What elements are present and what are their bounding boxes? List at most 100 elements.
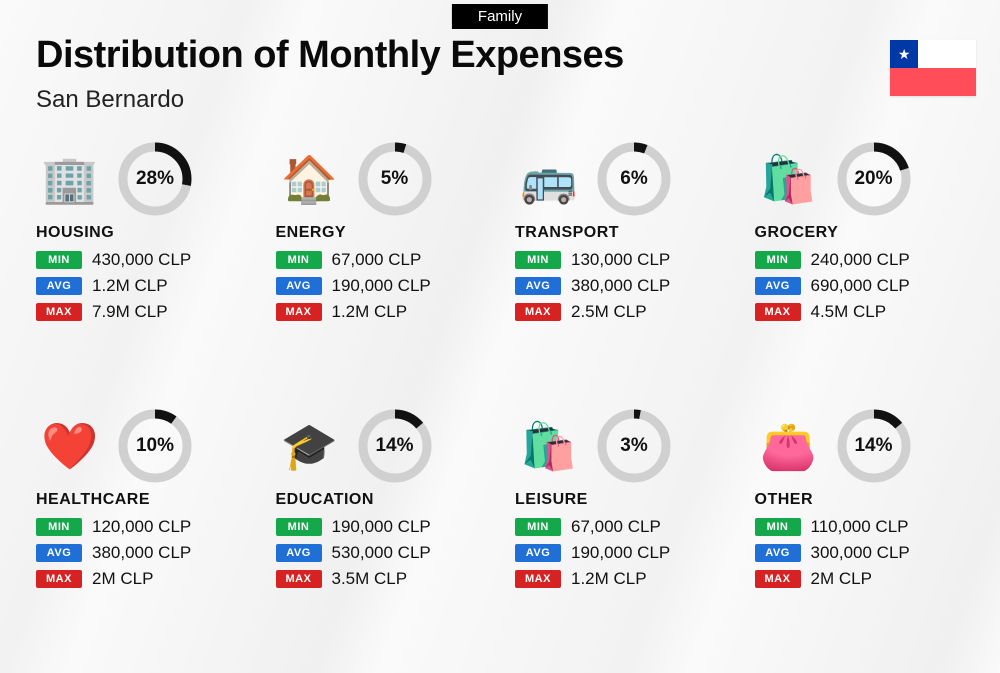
page-title: Distribution of Monthly Expenses (36, 34, 624, 77)
transport-max-value: 2.5M CLP (571, 302, 647, 322)
other-max-value: 2M CLP (811, 569, 872, 589)
healthcare-min-row: MIN 120,000 CLP (36, 517, 258, 537)
flag-white-stripe (918, 40, 976, 68)
min-badge: MIN (515, 518, 561, 536)
education-max-value: 3.5M CLP (332, 569, 408, 589)
healthcare-name: HEALTHCARE (36, 491, 258, 509)
education-avg-value: 530,000 CLP (332, 543, 431, 563)
other-avg-value: 300,000 CLP (811, 543, 910, 563)
expense-card-other: 👛 14% OTHER MIN 110,000 CLP AVG 300,000 … (755, 407, 977, 654)
leisure-avg-value: 190,000 CLP (571, 543, 670, 563)
education-max-row: MAX 3.5M CLP (276, 569, 498, 589)
grocery-avg-row: AVG 690,000 CLP (755, 276, 977, 296)
max-badge: MAX (36, 303, 82, 321)
max-badge: MAX (276, 303, 322, 321)
transport-percent-label: 6% (597, 142, 671, 216)
housing-percent-label: 28% (118, 142, 192, 216)
education-name: EDUCATION (276, 491, 498, 509)
avg-badge: AVG (276, 277, 322, 295)
avg-badge: AVG (515, 544, 561, 562)
expense-card-education: 🎓 14% EDUCATION MIN 190,000 CLP AVG 530,… (276, 407, 498, 654)
min-badge: MIN (36, 518, 82, 536)
energy-name: ENERGY (276, 224, 498, 242)
min-badge: MIN (515, 251, 561, 269)
country-flag: ★ (890, 40, 976, 96)
leisure-max-row: MAX 1.2M CLP (515, 569, 737, 589)
max-badge: MAX (36, 570, 82, 588)
housing-avg-value: 1.2M CLP (92, 276, 168, 296)
grocery-max-value: 4.5M CLP (811, 302, 887, 322)
leisure-max-value: 1.2M CLP (571, 569, 647, 589)
avg-badge: AVG (276, 544, 322, 562)
other-min-row: MIN 110,000 CLP (755, 517, 977, 537)
housing-max-row: MAX 7.9M CLP (36, 302, 258, 322)
healthcare-icon: ❤️ (36, 412, 104, 480)
housing-percent-ring: 28% (118, 142, 192, 216)
healthcare-min-value: 120,000 CLP (92, 517, 191, 537)
max-badge: MAX (515, 303, 561, 321)
other-percent-ring: 14% (837, 409, 911, 483)
max-badge: MAX (755, 570, 801, 588)
grocery-percent-ring: 20% (837, 142, 911, 216)
expense-card-healthcare: ❤️ 10% HEALTHCARE MIN 120,000 CLP AVG 38… (36, 407, 258, 654)
housing-avg-row: AVG 1.2M CLP (36, 276, 258, 296)
leisure-icon: 🛍️ (515, 412, 583, 480)
education-min-row: MIN 190,000 CLP (276, 517, 498, 537)
energy-percent-ring: 5% (358, 142, 432, 216)
other-avg-row: AVG 300,000 CLP (755, 543, 977, 563)
other-percent-label: 14% (837, 409, 911, 483)
leisure-min-row: MIN 67,000 CLP (515, 517, 737, 537)
grocery-icon: 🛍️ (755, 145, 823, 213)
flag-red-stripe (890, 68, 976, 96)
healthcare-avg-value: 380,000 CLP (92, 543, 191, 563)
leisure-name: LEISURE (515, 491, 737, 509)
expense-card-housing: 🏢 28% HOUSING MIN 430,000 CLP AVG 1.2M C… (36, 140, 258, 387)
grocery-max-row: MAX 4.5M CLP (755, 302, 977, 322)
transport-percent-ring: 6% (597, 142, 671, 216)
healthcare-max-value: 2M CLP (92, 569, 153, 589)
energy-min-row: MIN 67,000 CLP (276, 250, 498, 270)
leisure-percent-ring: 3% (597, 409, 671, 483)
min-badge: MIN (755, 251, 801, 269)
education-percent-ring: 14% (358, 409, 432, 483)
transport-min-value: 130,000 CLP (571, 250, 670, 270)
housing-max-value: 7.9M CLP (92, 302, 168, 322)
transport-icon: 🚌 (515, 145, 583, 213)
expense-card-transport: 🚌 6% TRANSPORT MIN 130,000 CLP AVG 380,0… (515, 140, 737, 387)
flag-star-icon: ★ (890, 40, 918, 68)
avg-badge: AVG (755, 277, 801, 295)
other-max-row: MAX 2M CLP (755, 569, 977, 589)
other-min-value: 110,000 CLP (811, 517, 909, 537)
energy-icon: 🏠 (276, 145, 344, 213)
healthcare-percent-ring: 10% (118, 409, 192, 483)
energy-max-value: 1.2M CLP (332, 302, 408, 322)
transport-avg-row: AVG 380,000 CLP (515, 276, 737, 296)
energy-avg-row: AVG 190,000 CLP (276, 276, 498, 296)
other-icon: 👛 (755, 412, 823, 480)
other-name: OTHER (755, 491, 977, 509)
healthcare-avg-row: AVG 380,000 CLP (36, 543, 258, 563)
grocery-avg-value: 690,000 CLP (811, 276, 910, 296)
expense-card-energy: 🏠 5% ENERGY MIN 67,000 CLP AVG 190,000 C… (276, 140, 498, 387)
healthcare-max-row: MAX 2M CLP (36, 569, 258, 589)
category-tag: Family (452, 4, 548, 29)
expense-card-leisure: 🛍️ 3% LEISURE MIN 67,000 CLP AVG 190,000… (515, 407, 737, 654)
min-badge: MIN (755, 518, 801, 536)
education-icon: 🎓 (276, 412, 344, 480)
max-badge: MAX (276, 570, 322, 588)
energy-min-value: 67,000 CLP (332, 250, 422, 270)
grocery-min-row: MIN 240,000 CLP (755, 250, 977, 270)
max-badge: MAX (515, 570, 561, 588)
energy-percent-label: 5% (358, 142, 432, 216)
expense-grid: 🏢 28% HOUSING MIN 430,000 CLP AVG 1.2M C… (36, 140, 976, 653)
housing-icon: 🏢 (36, 145, 104, 213)
housing-min-value: 430,000 CLP (92, 250, 191, 270)
grocery-name: GROCERY (755, 224, 977, 242)
housing-name: HOUSING (36, 224, 258, 242)
housing-min-row: MIN 430,000 CLP (36, 250, 258, 270)
min-badge: MIN (276, 518, 322, 536)
education-percent-label: 14% (358, 409, 432, 483)
leisure-min-value: 67,000 CLP (571, 517, 661, 537)
avg-badge: AVG (755, 544, 801, 562)
max-badge: MAX (755, 303, 801, 321)
